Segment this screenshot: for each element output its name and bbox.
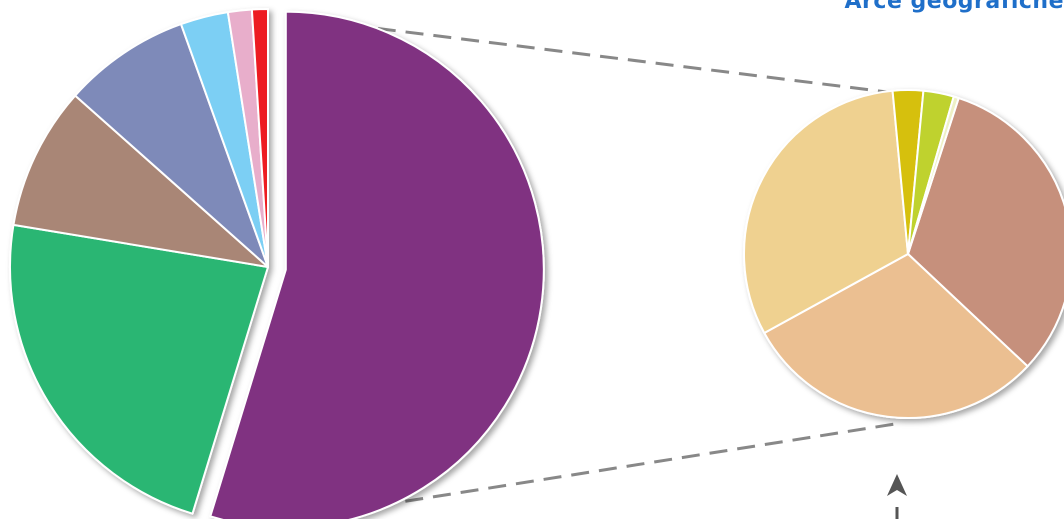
detail-pie <box>743 89 1064 419</box>
chart-title: Arce geografiche <box>844 0 1064 14</box>
up-arrow-icon <box>887 474 907 519</box>
connector-lines <box>349 23 896 512</box>
detail-pie-slice-2 <box>763 253 1029 419</box>
connector-line-2 <box>349 422 896 512</box>
detail-pie-slice-6 <box>907 95 960 255</box>
main-pie <box>9 8 545 519</box>
detail-pie-slice-1 <box>907 97 1064 368</box>
main-pie-slice-1 <box>209 10 545 519</box>
main-pie-slice-7 <box>250 8 269 268</box>
detail-pie-slice-3 <box>743 89 909 335</box>
main-pie-slice-3 <box>12 94 269 268</box>
main-pie-slice-2 <box>9 223 269 515</box>
main-pie-slice-4 <box>74 23 269 268</box>
connector-line-1 <box>349 23 896 95</box>
